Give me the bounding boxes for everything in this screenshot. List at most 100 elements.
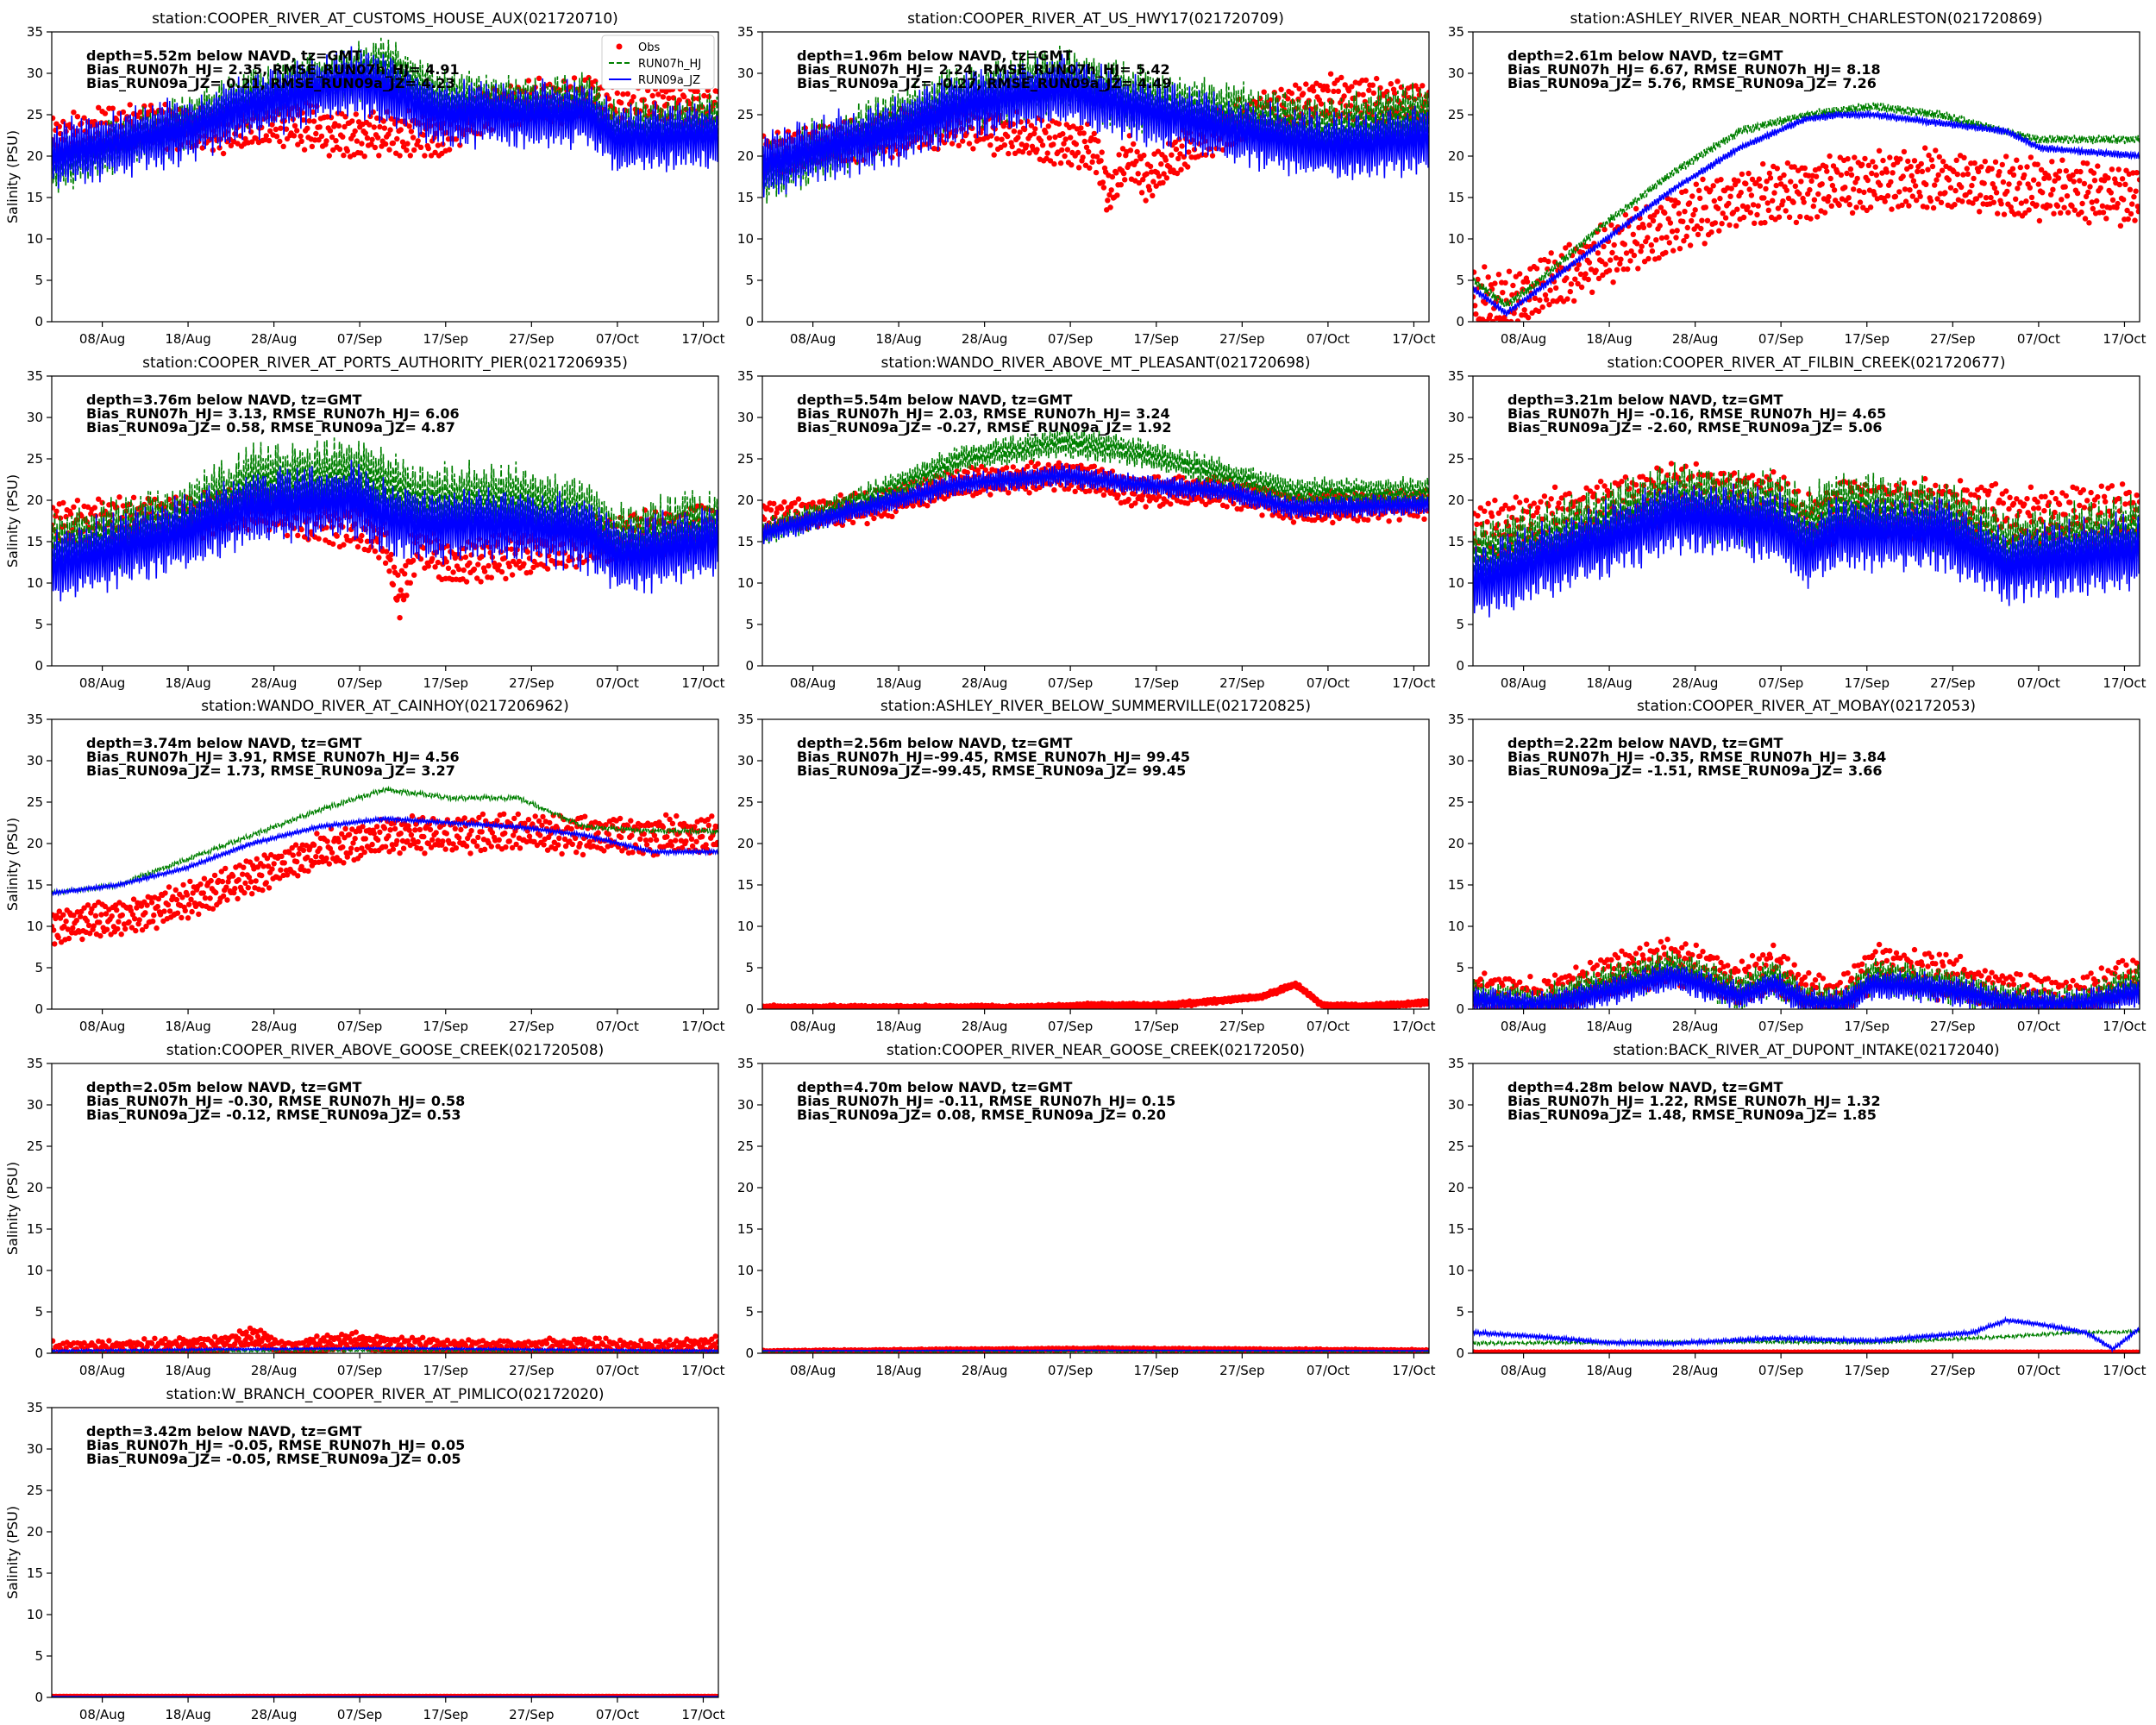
- obs-point: [1564, 296, 1570, 302]
- obs-point: [364, 135, 371, 141]
- obs-point: [1084, 121, 1091, 128]
- obs-point: [1150, 179, 1156, 185]
- obs-point: [1695, 187, 1702, 193]
- obs-point: [1044, 150, 1050, 156]
- obs-point: [1897, 156, 1903, 162]
- obs-point: [1595, 250, 1601, 256]
- obs-point: [649, 92, 655, 99]
- obs-point: [1780, 198, 1786, 204]
- obs-point: [1485, 500, 1491, 506]
- obs-point: [1700, 176, 1706, 183]
- obs-point: [1420, 83, 1426, 89]
- obs-point: [1912, 183, 1919, 189]
- plot-area: [762, 427, 1429, 545]
- obs-point: [1702, 204, 1709, 210]
- obs-point: [508, 546, 515, 552]
- obs-point: [1075, 165, 1082, 171]
- obs-point: [1564, 275, 1570, 281]
- obs-point: [407, 580, 413, 586]
- obs-point: [1619, 479, 1625, 485]
- obs-point: [1051, 486, 1057, 493]
- obs-point: [2074, 190, 2081, 197]
- obs-point: [116, 494, 122, 500]
- obs-point: [1514, 318, 1521, 322]
- obs-point: [1109, 173, 1116, 180]
- obs-point: [67, 511, 74, 518]
- obs-point: [186, 901, 192, 907]
- obs-point: [1901, 148, 1908, 155]
- obs-point: [1961, 154, 1967, 160]
- obs-point: [2058, 210, 2064, 216]
- obs-point: [2048, 191, 2054, 198]
- obs-point: [1032, 126, 1038, 132]
- stats-annotation: Bias_RUN07h_HJ= 2.24, RMSE_RUN07h_HJ= 5.…: [797, 61, 1170, 78]
- obs-point: [526, 833, 533, 839]
- obs-point: [1341, 93, 1347, 99]
- obs-point: [210, 906, 216, 912]
- obs-point: [2095, 493, 2101, 500]
- obs-point: [2003, 154, 2009, 160]
- obs-point: [1846, 202, 1852, 208]
- obs-point: [2028, 518, 2035, 525]
- obs-point: [1588, 267, 1595, 273]
- obs-point: [1524, 279, 1531, 285]
- obs-point: [304, 125, 310, 131]
- obs-point: [2046, 175, 2053, 181]
- obs-point: [1795, 488, 1802, 494]
- obs-point: [440, 838, 446, 844]
- obs-point: [2024, 164, 2030, 170]
- obs-point: [1977, 192, 1984, 198]
- obs-point: [327, 128, 334, 134]
- obs-point: [1005, 133, 1011, 140]
- obs-point: [1693, 181, 1700, 187]
- plot-area: [762, 45, 1429, 213]
- obs-point: [987, 142, 993, 148]
- obs-point: [2014, 157, 2020, 163]
- y-tick-label: 0: [745, 658, 754, 674]
- obs-point: [1140, 177, 1146, 183]
- subplot-title: station:COOPER_RIVER_AT_FILBIN_CREEK(021…: [1608, 354, 2006, 372]
- obs-point: [284, 532, 291, 539]
- y-tick-label: 5: [34, 617, 43, 632]
- y-tick-label: 25: [1448, 451, 1464, 467]
- obs-point: [1819, 181, 1825, 187]
- obs-point: [849, 519, 856, 526]
- y-tick-label: 0: [34, 314, 43, 329]
- obs-point: [1933, 147, 1939, 154]
- obs-point: [1158, 161, 1164, 167]
- obs-point: [97, 932, 103, 939]
- obs-point: [119, 912, 125, 919]
- obs-point: [333, 138, 339, 144]
- y-tick-label: 20: [1448, 148, 1464, 164]
- obs-point: [421, 833, 427, 840]
- obs-point: [2000, 500, 2007, 506]
- obs-point: [298, 133, 304, 140]
- obs-point: [132, 916, 138, 922]
- obs-point: [1185, 164, 1191, 170]
- obs-point: [361, 849, 367, 856]
- obs-point: [2128, 210, 2134, 217]
- obs-point: [137, 109, 143, 116]
- y-tick-label: 20: [27, 492, 43, 508]
- obs-point: [79, 936, 85, 943]
- obs-point: [1821, 210, 1828, 216]
- obs-point: [1075, 149, 1081, 156]
- obs-point: [2031, 177, 2037, 183]
- obs-point: [1973, 196, 1980, 202]
- obs-point: [340, 134, 346, 140]
- obs-point: [1852, 154, 1858, 160]
- obs-point: [242, 135, 248, 142]
- obs-point: [1006, 150, 1012, 157]
- obs-point: [1056, 121, 1062, 127]
- obs-point: [1777, 175, 1783, 181]
- obs-point: [517, 845, 523, 851]
- obs-point: [1474, 521, 1480, 527]
- obs-point: [341, 860, 347, 866]
- obs-point: [316, 137, 322, 143]
- obs-point: [1763, 185, 1769, 192]
- obs-point: [1127, 147, 1134, 154]
- obs-point: [179, 914, 185, 921]
- obs-point: [1702, 241, 1708, 247]
- obs-point: [2041, 508, 2047, 514]
- obs-point: [2006, 181, 2012, 187]
